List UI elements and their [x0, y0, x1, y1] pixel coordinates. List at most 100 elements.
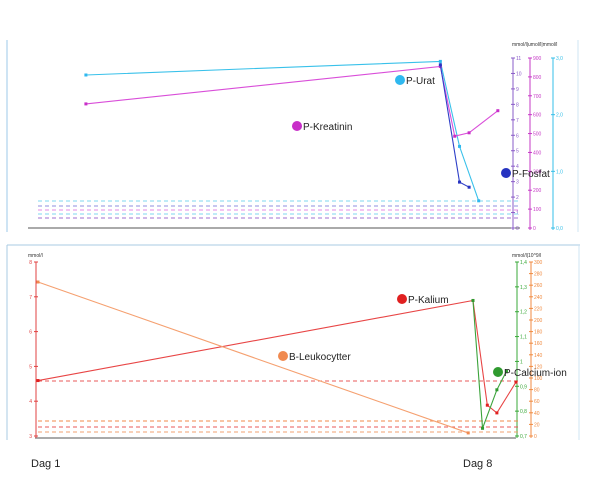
axis-tick-label: 2 — [516, 195, 519, 201]
axis-tick-label: 700 — [533, 94, 542, 100]
data-point — [438, 63, 442, 67]
axis-tick-label: 300 — [534, 260, 543, 266]
axis-tick-label: 280 — [534, 272, 543, 278]
series-label: B-Leukocytter — [289, 352, 351, 363]
axis-tick-label: 4 — [29, 399, 32, 405]
axis-tick-label: 10 — [516, 71, 522, 77]
axis-tick-label: 60 — [534, 399, 540, 405]
series-label: P-Fosfat — [512, 169, 550, 180]
axis-tick-label: 240 — [534, 295, 543, 301]
axis-tick-label: 3 — [516, 180, 519, 186]
axes-layer: 0123456789101101002003004005006007008009… — [29, 56, 563, 440]
axis-tick-label: 0,7 — [520, 434, 527, 440]
data-point — [36, 379, 40, 383]
axis-tick-label: 40 — [534, 411, 540, 417]
data-point — [438, 59, 442, 63]
data-point — [453, 134, 457, 138]
series-marker-icon — [278, 351, 288, 361]
day-start-label: Dag 1 — [31, 458, 61, 470]
axis-tick-label: 120 — [534, 364, 543, 370]
series-layer — [36, 59, 518, 435]
axis-tick-label: 0,9 — [520, 384, 527, 390]
data-point — [471, 298, 475, 302]
upper-axis-header: mmol/l|umol/l|mmol/l — [512, 42, 557, 48]
data-point — [495, 388, 499, 392]
axis-tick-label: 2,0 — [556, 113, 563, 119]
axis-tick-label: 5 — [516, 149, 519, 155]
data-point — [84, 73, 88, 77]
axis-tick-label: 11 — [516, 56, 521, 62]
axis-tick-label: 8 — [29, 260, 32, 266]
axis-tick-label: 9 — [516, 87, 519, 93]
axis-tick-label: 8 — [516, 102, 519, 108]
series-label: P-Kalium — [408, 295, 449, 306]
axis-tick-label: 5 — [29, 364, 32, 370]
axis-tick-label: 1 — [520, 359, 523, 365]
series-line-p-kreatinin — [85, 65, 499, 137]
axis-tick-label: 80 — [534, 388, 540, 394]
axis-tick-label: 140 — [534, 353, 543, 359]
axis-tick-label: 3 — [29, 434, 32, 440]
series-line-p-urat — [85, 60, 480, 201]
axis-tick-label: 300 — [533, 169, 542, 175]
data-point — [458, 144, 462, 148]
series-marker-icon — [395, 75, 405, 85]
axis-tick-label: 7 — [29, 295, 32, 301]
axis-tick-label: 0,0 — [556, 226, 563, 232]
axis-tick-label: 7 — [516, 118, 519, 124]
data-point — [458, 180, 462, 184]
axis-tick-label: 1,3 — [520, 285, 527, 291]
upper-panel — [6, 40, 579, 232]
axis-tick-label: 800 — [533, 75, 542, 81]
axis-tick-label: 500 — [533, 132, 542, 138]
series-label: P-Kreatinin — [303, 122, 352, 133]
axis-tick-label: 600 — [533, 113, 542, 119]
axis-tick-label: 6 — [516, 133, 519, 139]
data-point — [466, 431, 470, 435]
axis-tick-label: 6 — [29, 330, 32, 336]
axis-tick-label: 220 — [534, 306, 543, 312]
series-marker-icon — [501, 168, 511, 178]
series-labels: P-Urat P-Kreatinin P-Fosfat P-Kalium B-Leuko… — [278, 75, 567, 379]
data-point — [504, 369, 508, 373]
series-marker-icon — [397, 294, 407, 304]
data-point — [481, 426, 485, 430]
data-point — [514, 380, 518, 384]
axis-tick-label: 1,1 — [520, 335, 527, 341]
axis-tick-label: 1,2 — [520, 310, 527, 316]
day-end-label: Dag 8 — [463, 458, 493, 470]
axis-tick-label: 3,0 — [556, 56, 563, 62]
axis-tick-label: 180 — [534, 330, 543, 336]
axis-tick-label: 200 — [534, 318, 543, 324]
axis-tick-label: 4 — [516, 164, 519, 170]
axis-tick-label: 1,0 — [556, 169, 563, 175]
axis-tick-label: 160 — [534, 341, 543, 347]
data-point — [84, 102, 88, 106]
axis-tick-label: 200 — [533, 188, 542, 194]
axis-tick-label: 0 — [534, 434, 537, 440]
axis-tick-label: 100 — [533, 207, 542, 213]
data-point — [467, 185, 471, 189]
axis-tick-label: 20 — [534, 422, 540, 428]
series-line-p-kalium — [37, 299, 517, 414]
lower-axis-header-right: mmol/l|10^9/l — [512, 253, 541, 259]
data-point — [496, 109, 500, 113]
series-marker-icon — [493, 367, 503, 377]
data-point — [36, 280, 40, 284]
axis-tick-label: 0 — [516, 226, 519, 232]
data-point — [467, 131, 471, 135]
axis-tick-label: 400 — [533, 150, 542, 156]
series-line-p-calcium-ion — [472, 300, 507, 429]
lower-panel — [6, 244, 580, 440]
axis-tick-label: 900 — [533, 56, 542, 62]
data-point — [495, 411, 499, 415]
series-label: P-Urat — [406, 76, 435, 87]
axis-tick-label: 0 — [533, 226, 536, 232]
axis-tick-label: 260 — [534, 283, 543, 289]
axis-tick-label: 1,4 — [520, 260, 527, 266]
series-marker-icon — [292, 121, 302, 131]
series-line-b-leukocytter — [37, 281, 469, 434]
axis-tick-label: 0,8 — [520, 409, 527, 415]
axis-tick-label: 100 — [534, 376, 543, 382]
